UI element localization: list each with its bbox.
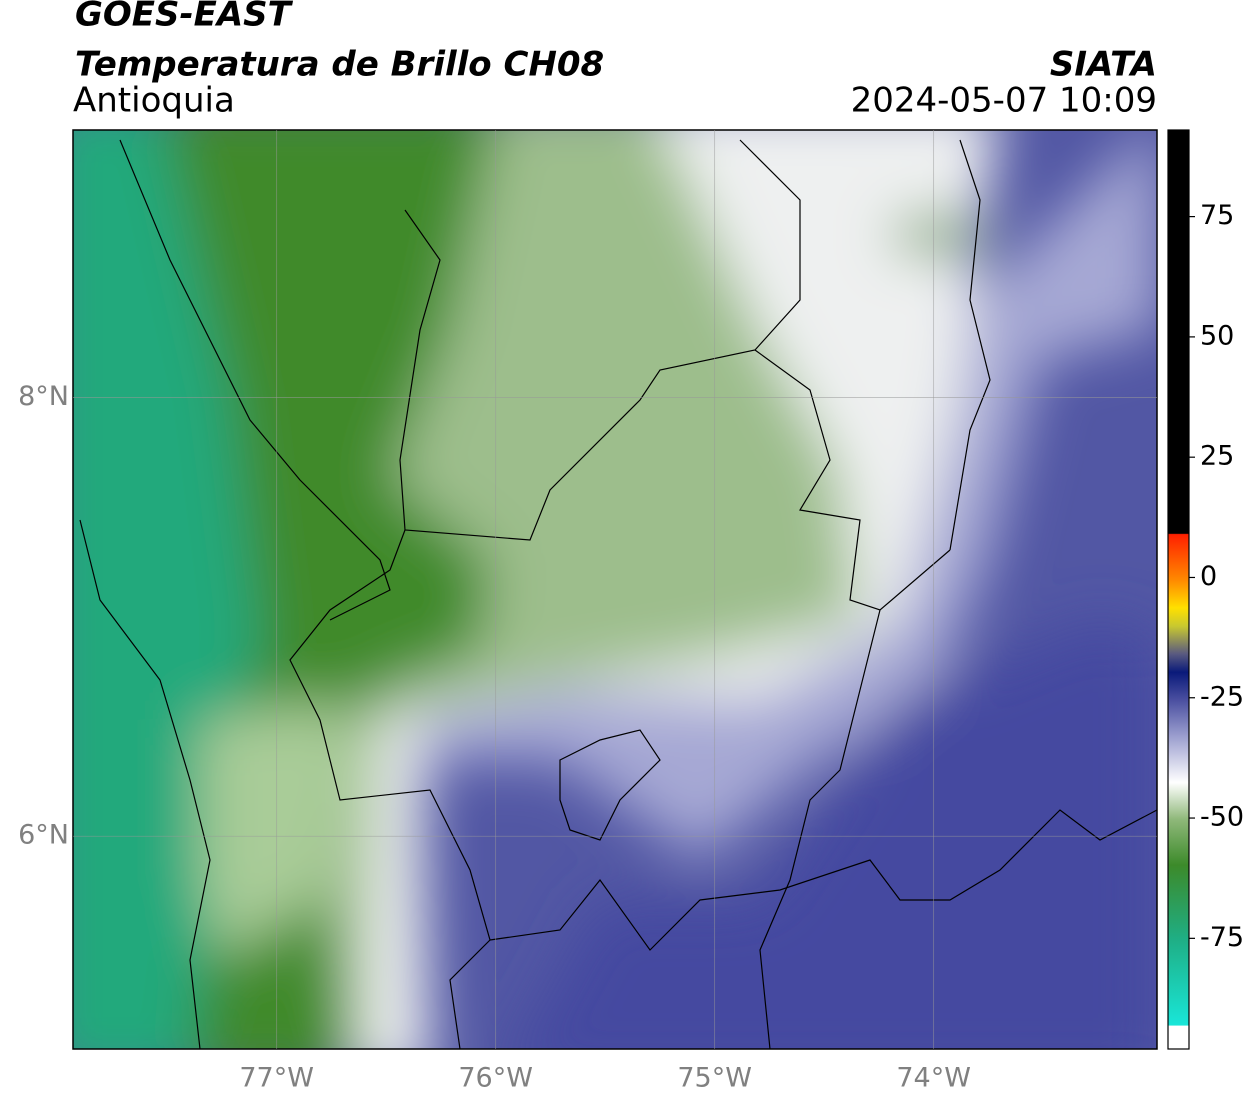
- title: GOES-EAST: [75, 0, 294, 35]
- x-tick-label: 74°W: [896, 1063, 971, 1094]
- x-tick-label: 77°W: [239, 1063, 314, 1094]
- datetime: 2024-05-07 10:09: [851, 81, 1157, 121]
- colorbar-tick-label: 0: [1200, 561, 1217, 592]
- colorbar-tick-label: 25: [1200, 441, 1234, 472]
- map-frame: [72, 129, 1158, 1050]
- x-tick-label: 76°W: [458, 1063, 533, 1094]
- x-tick-label: 75°W: [677, 1063, 752, 1094]
- satellite-field: [73, 130, 1157, 1049]
- region: Antioquia: [73, 81, 235, 121]
- agency: SIATA: [1050, 45, 1157, 85]
- subtitle: Temperatura de Brillo CH08: [75, 45, 604, 85]
- y-tick-label: 6°N: [18, 820, 69, 851]
- colorbar-tick-label: -50: [1200, 802, 1244, 833]
- colorbar-tick-label: -75: [1200, 922, 1244, 953]
- colorbar-tick-label: 75: [1200, 200, 1234, 231]
- y-tick-label: 8°N: [18, 381, 69, 412]
- colorbar-tick-label: -25: [1200, 681, 1244, 712]
- colorbar-tick-label: 50: [1200, 320, 1234, 351]
- colorbar: [1167, 129, 1190, 1050]
